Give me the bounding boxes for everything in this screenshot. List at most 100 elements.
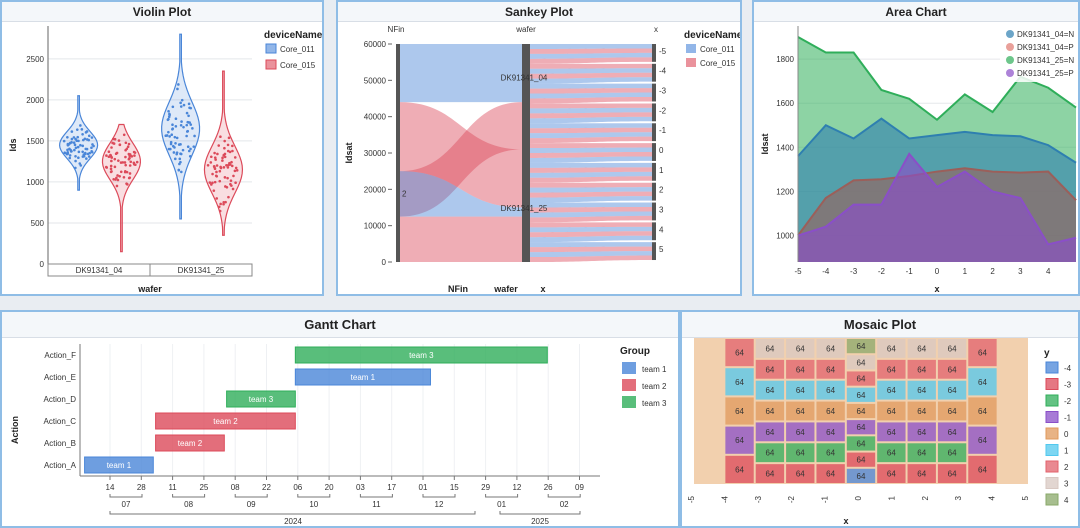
- violin-point: [222, 202, 225, 206]
- mosaic-chart: 64 64 64 64 64 64 64 64 64 64 64 64 64 64 64 64 64 64 64 64…: [687, 338, 1072, 526]
- sankey-node: [396, 44, 400, 262]
- mosaic-cell: [786, 339, 815, 358]
- month-label: 09: [247, 500, 256, 509]
- x-tick-label: DK91341_04: [76, 266, 123, 275]
- footer-label: x: [540, 284, 545, 294]
- sankey-link: [530, 222, 652, 228]
- legend-label: team 2: [642, 382, 667, 391]
- y-axis-title: Idsat: [344, 142, 354, 163]
- sankey-link: [530, 48, 652, 54]
- violin-point: [234, 181, 237, 185]
- violin-point: [122, 133, 126, 137]
- x-tick-label: 4: [988, 495, 997, 500]
- footer-label: wafer: [493, 284, 518, 294]
- mosaic-cell-label: 64: [857, 407, 866, 416]
- violin-point: [128, 164, 132, 167]
- mosaic-cell-label: 64: [857, 375, 866, 384]
- mosaic-cell: [846, 371, 876, 386]
- y-tick-label: 0: [382, 258, 387, 267]
- violin-point: [222, 166, 226, 169]
- mosaic-cell: [968, 397, 997, 425]
- violin-point: [185, 134, 188, 138]
- legend-swatch: [1045, 378, 1059, 390]
- violin-point: [193, 134, 196, 138]
- violin-point: [88, 151, 91, 155]
- legend-label: Core_011: [700, 45, 735, 54]
- violin-point: [231, 144, 234, 148]
- x-tick-label: DK91341_25: [178, 266, 225, 275]
- legend-swatch: [1045, 394, 1059, 407]
- violin-point: [180, 170, 183, 174]
- month-bracket: [297, 494, 331, 498]
- mosaic-cell-label: 64: [857, 439, 866, 448]
- violin-point: [68, 147, 71, 151]
- violin-point: [227, 136, 231, 140]
- violin-point: [226, 149, 230, 153]
- mosaic-cell-label: 64: [796, 449, 805, 458]
- sankey-link: [530, 44, 652, 49]
- violin-point: [73, 148, 76, 152]
- y-tick-label: Action_E: [44, 373, 76, 382]
- x-tick-label: 3: [1018, 267, 1023, 276]
- violin-point: [213, 156, 217, 159]
- mosaic-cell-label: 64: [917, 344, 926, 353]
- violin-point: [185, 123, 189, 127]
- violin-point: [186, 129, 190, 133]
- legend-marker: [1006, 56, 1014, 64]
- x-tick-label: -1: [821, 495, 830, 503]
- axis-header: x: [654, 25, 658, 34]
- violin-point: [176, 87, 179, 91]
- mosaic-cell: [755, 339, 785, 358]
- violin-point: [117, 159, 120, 162]
- violin-point: [167, 109, 170, 113]
- sankey-link: [400, 102, 522, 217]
- month-label: 11: [372, 500, 381, 509]
- violin-point: [222, 201, 226, 204]
- violin-point: [187, 149, 191, 153]
- sankey-node: [652, 123, 656, 142]
- violin-point: [189, 147, 192, 151]
- violin-point: [209, 161, 213, 164]
- violin-point: [113, 165, 117, 169]
- violin-point: [216, 152, 219, 156]
- sankey-link: [530, 242, 652, 248]
- violin-point: [188, 106, 191, 110]
- sankey-link: [530, 235, 652, 243]
- mosaic-cell-label: 64: [948, 407, 957, 416]
- sankey-node: [522, 44, 526, 262]
- legend-label: Core_011: [280, 45, 315, 54]
- mosaic-cell: [968, 339, 997, 367]
- violin-point: [218, 169, 222, 173]
- month-bracket: [422, 494, 456, 498]
- mosaic-cell: [937, 422, 967, 442]
- x-tick-label: -4: [822, 267, 830, 276]
- legend-swatch: [1045, 460, 1059, 473]
- sankey-link: [530, 112, 652, 119]
- sankey-link: [530, 196, 652, 203]
- mosaic-cell: [816, 380, 845, 400]
- violin-point: [79, 164, 83, 167]
- x-tick-label: 25: [199, 483, 208, 492]
- mosaic-cell-label: 64: [765, 470, 774, 479]
- mosaic-cell-label: 64: [735, 407, 744, 416]
- sankey-node: [526, 44, 530, 262]
- violin-point: [123, 161, 127, 164]
- violin-point: [77, 150, 81, 154]
- violin-point: [218, 179, 222, 183]
- violin-point: [212, 189, 216, 192]
- mosaic-cell: [907, 359, 936, 379]
- violin-point: [70, 137, 74, 141]
- sankey-node-label: DK91341_25: [501, 204, 548, 213]
- mosaic-cell: [786, 380, 815, 400]
- violin-point: [70, 130, 74, 133]
- violin-point: [90, 146, 93, 150]
- violin-point: [74, 137, 77, 141]
- violin-point: [85, 157, 88, 160]
- violin-point: [171, 127, 175, 130]
- sankey-link: [530, 103, 652, 109]
- month-label: 12: [435, 500, 444, 509]
- violin-point: [92, 144, 95, 148]
- violin-point: [87, 155, 91, 158]
- mosaic-cell: [786, 422, 815, 442]
- footer-label: NFin: [448, 284, 468, 294]
